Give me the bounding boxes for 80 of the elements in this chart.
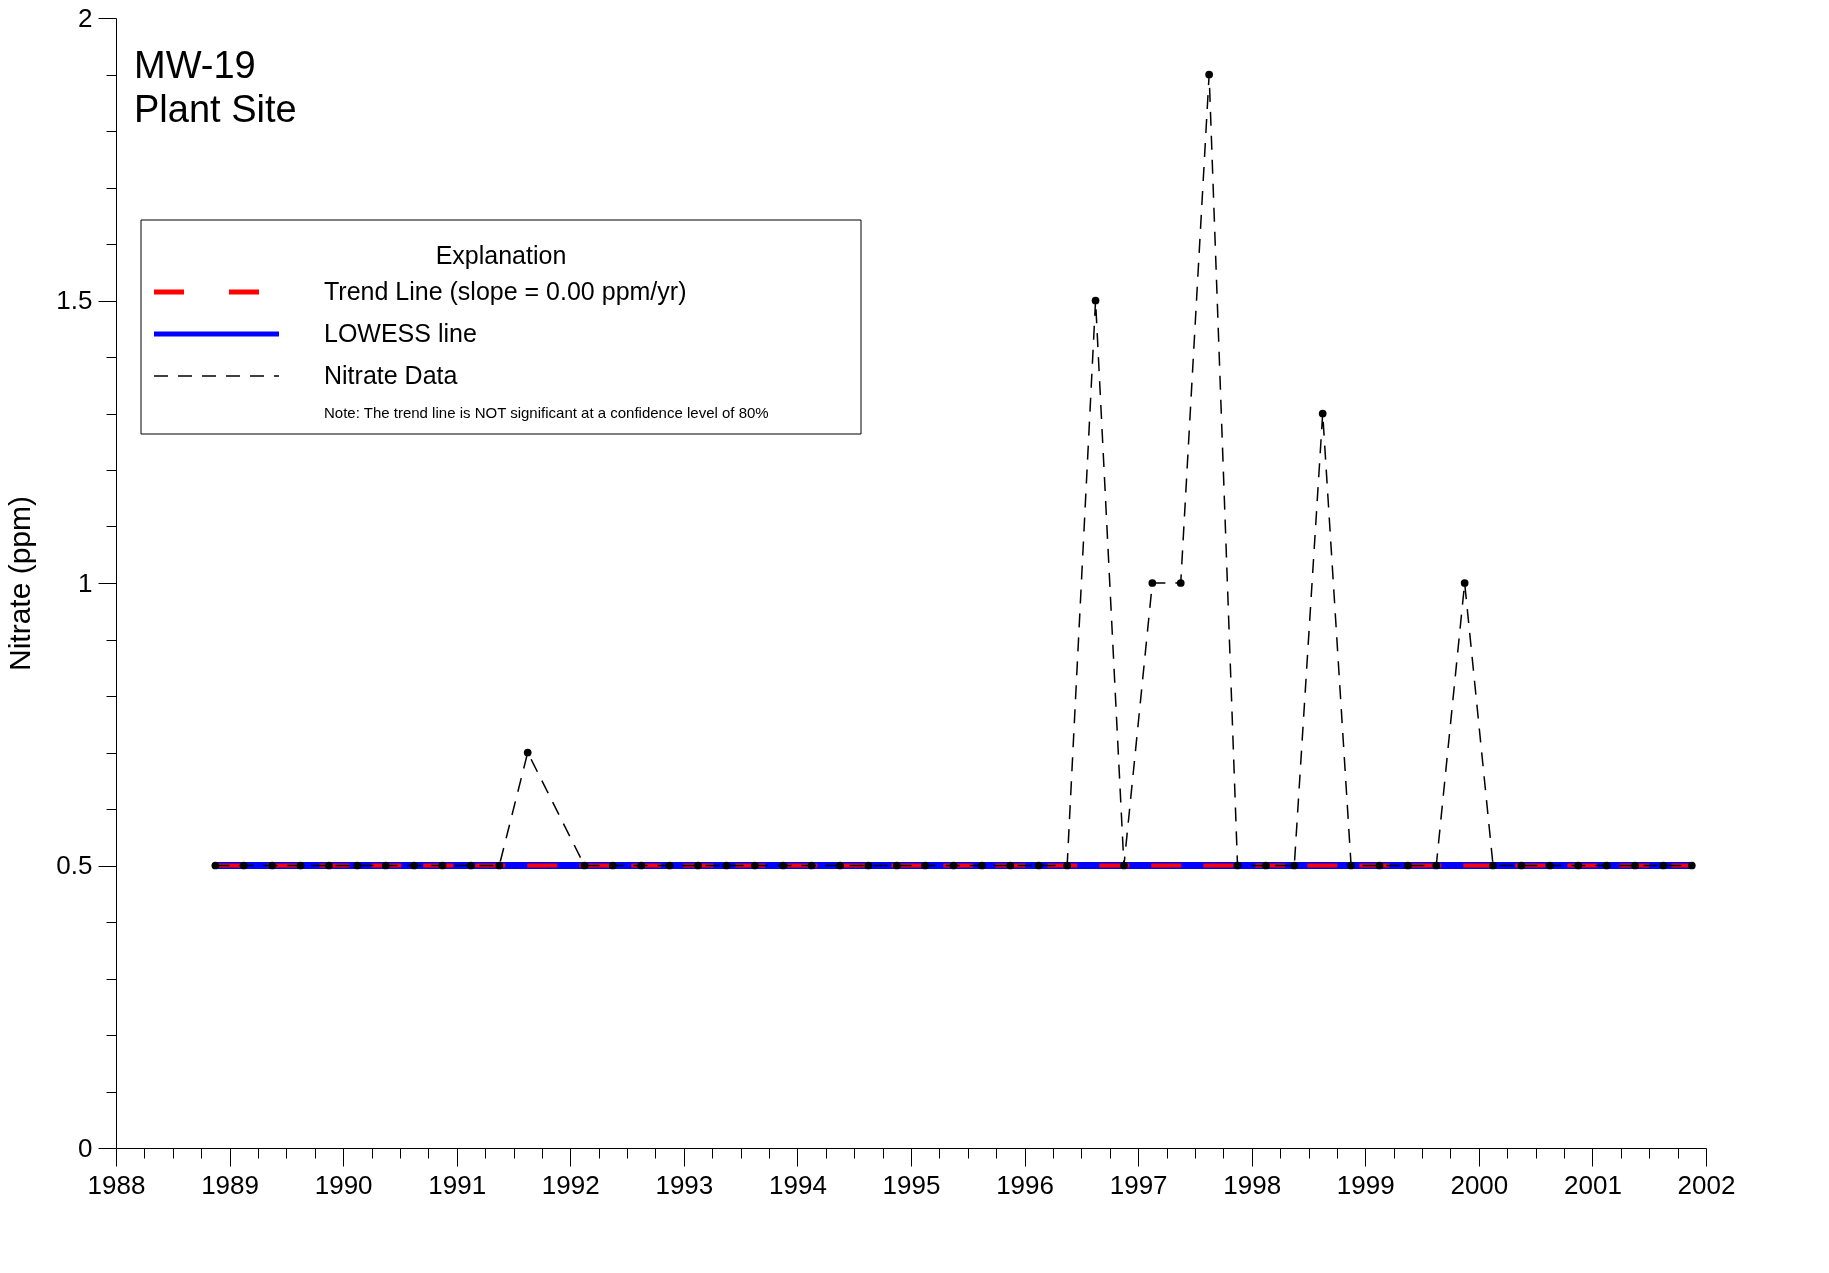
y-tick-label: 1	[78, 567, 93, 598]
point	[353, 861, 362, 870]
point	[750, 861, 759, 870]
point	[523, 748, 532, 757]
point	[1432, 861, 1441, 870]
point	[1517, 861, 1526, 870]
point	[1545, 861, 1554, 870]
point	[211, 861, 220, 870]
y-tick-label: 0.5	[56, 850, 93, 880]
point	[1262, 861, 1270, 870]
y-tick-label: 0	[78, 1132, 93, 1163]
point	[949, 861, 958, 870]
x-tick-label: 1988	[87, 1169, 146, 1200]
point	[807, 861, 816, 870]
point	[1176, 579, 1185, 587]
point	[495, 861, 504, 870]
point	[1233, 861, 1242, 870]
legend-label: Trend Line (slope = 0.00 ppm/yr)	[324, 277, 687, 305]
x-tick-label: 1994	[769, 1169, 827, 1200]
y-tick-label: 2	[78, 2, 93, 33]
point	[978, 861, 986, 870]
point	[1347, 861, 1355, 870]
point	[892, 861, 901, 870]
point	[637, 861, 646, 870]
point	[1687, 861, 1696, 870]
x-tick-label: 1993	[655, 1169, 714, 1200]
point	[381, 861, 390, 870]
point	[1006, 861, 1015, 870]
point	[1631, 861, 1639, 870]
point	[1460, 579, 1469, 587]
point	[580, 861, 589, 870]
point	[779, 861, 788, 870]
point	[694, 861, 702, 870]
point	[1091, 296, 1100, 305]
point	[438, 861, 447, 870]
x-tick-label: 1990	[314, 1169, 373, 1200]
legend-label: Nitrate Data	[324, 361, 458, 389]
point	[1404, 861, 1412, 870]
point	[609, 861, 617, 870]
point	[1148, 579, 1157, 587]
point	[921, 861, 930, 870]
x-tick-label: 1999	[1336, 1169, 1395, 1200]
x-tick-label: 1997	[1109, 1169, 1168, 1200]
point	[1120, 861, 1128, 870]
point	[1574, 861, 1583, 870]
x-tick-label: 2002	[1677, 1169, 1736, 1200]
point	[722, 861, 731, 870]
y-axis-title: Nitrate (ppm)	[3, 495, 37, 672]
point	[268, 861, 277, 870]
point	[1318, 409, 1327, 418]
legend-label: LOWESS line	[324, 319, 477, 347]
point	[410, 861, 418, 870]
y-tick-label: 1.5	[56, 285, 93, 315]
point	[1602, 861, 1611, 870]
text: Plant Site	[134, 88, 297, 130]
x-tick-label: 1989	[201, 1169, 259, 1200]
x-tick-label: 1992	[541, 1169, 600, 1200]
point	[1659, 861, 1668, 870]
point	[325, 861, 333, 870]
point	[665, 861, 674, 870]
x-tick-label: 1991	[428, 1169, 487, 1200]
point	[239, 861, 248, 870]
legend-title: Explanation	[435, 241, 567, 269]
x-tick-label: 1996	[996, 1169, 1054, 1200]
point	[1375, 861, 1384, 870]
point	[836, 861, 844, 870]
point	[296, 861, 305, 870]
point	[467, 861, 475, 870]
x-tick-label: 2000	[1450, 1169, 1509, 1200]
point	[864, 861, 873, 870]
x-tick-label: 2001	[1564, 1169, 1622, 1200]
point	[1290, 861, 1299, 870]
point	[1034, 861, 1043, 870]
text: MW-19	[134, 44, 256, 86]
annotation: Note: The trend line is NOT significant at a confidence level of 80%	[324, 404, 769, 421]
point	[1205, 70, 1213, 79]
point	[1063, 861, 1072, 870]
point	[1489, 861, 1497, 870]
x-tick-label: 1998	[1223, 1169, 1282, 1200]
x-tick-label: 1995	[882, 1169, 941, 1200]
